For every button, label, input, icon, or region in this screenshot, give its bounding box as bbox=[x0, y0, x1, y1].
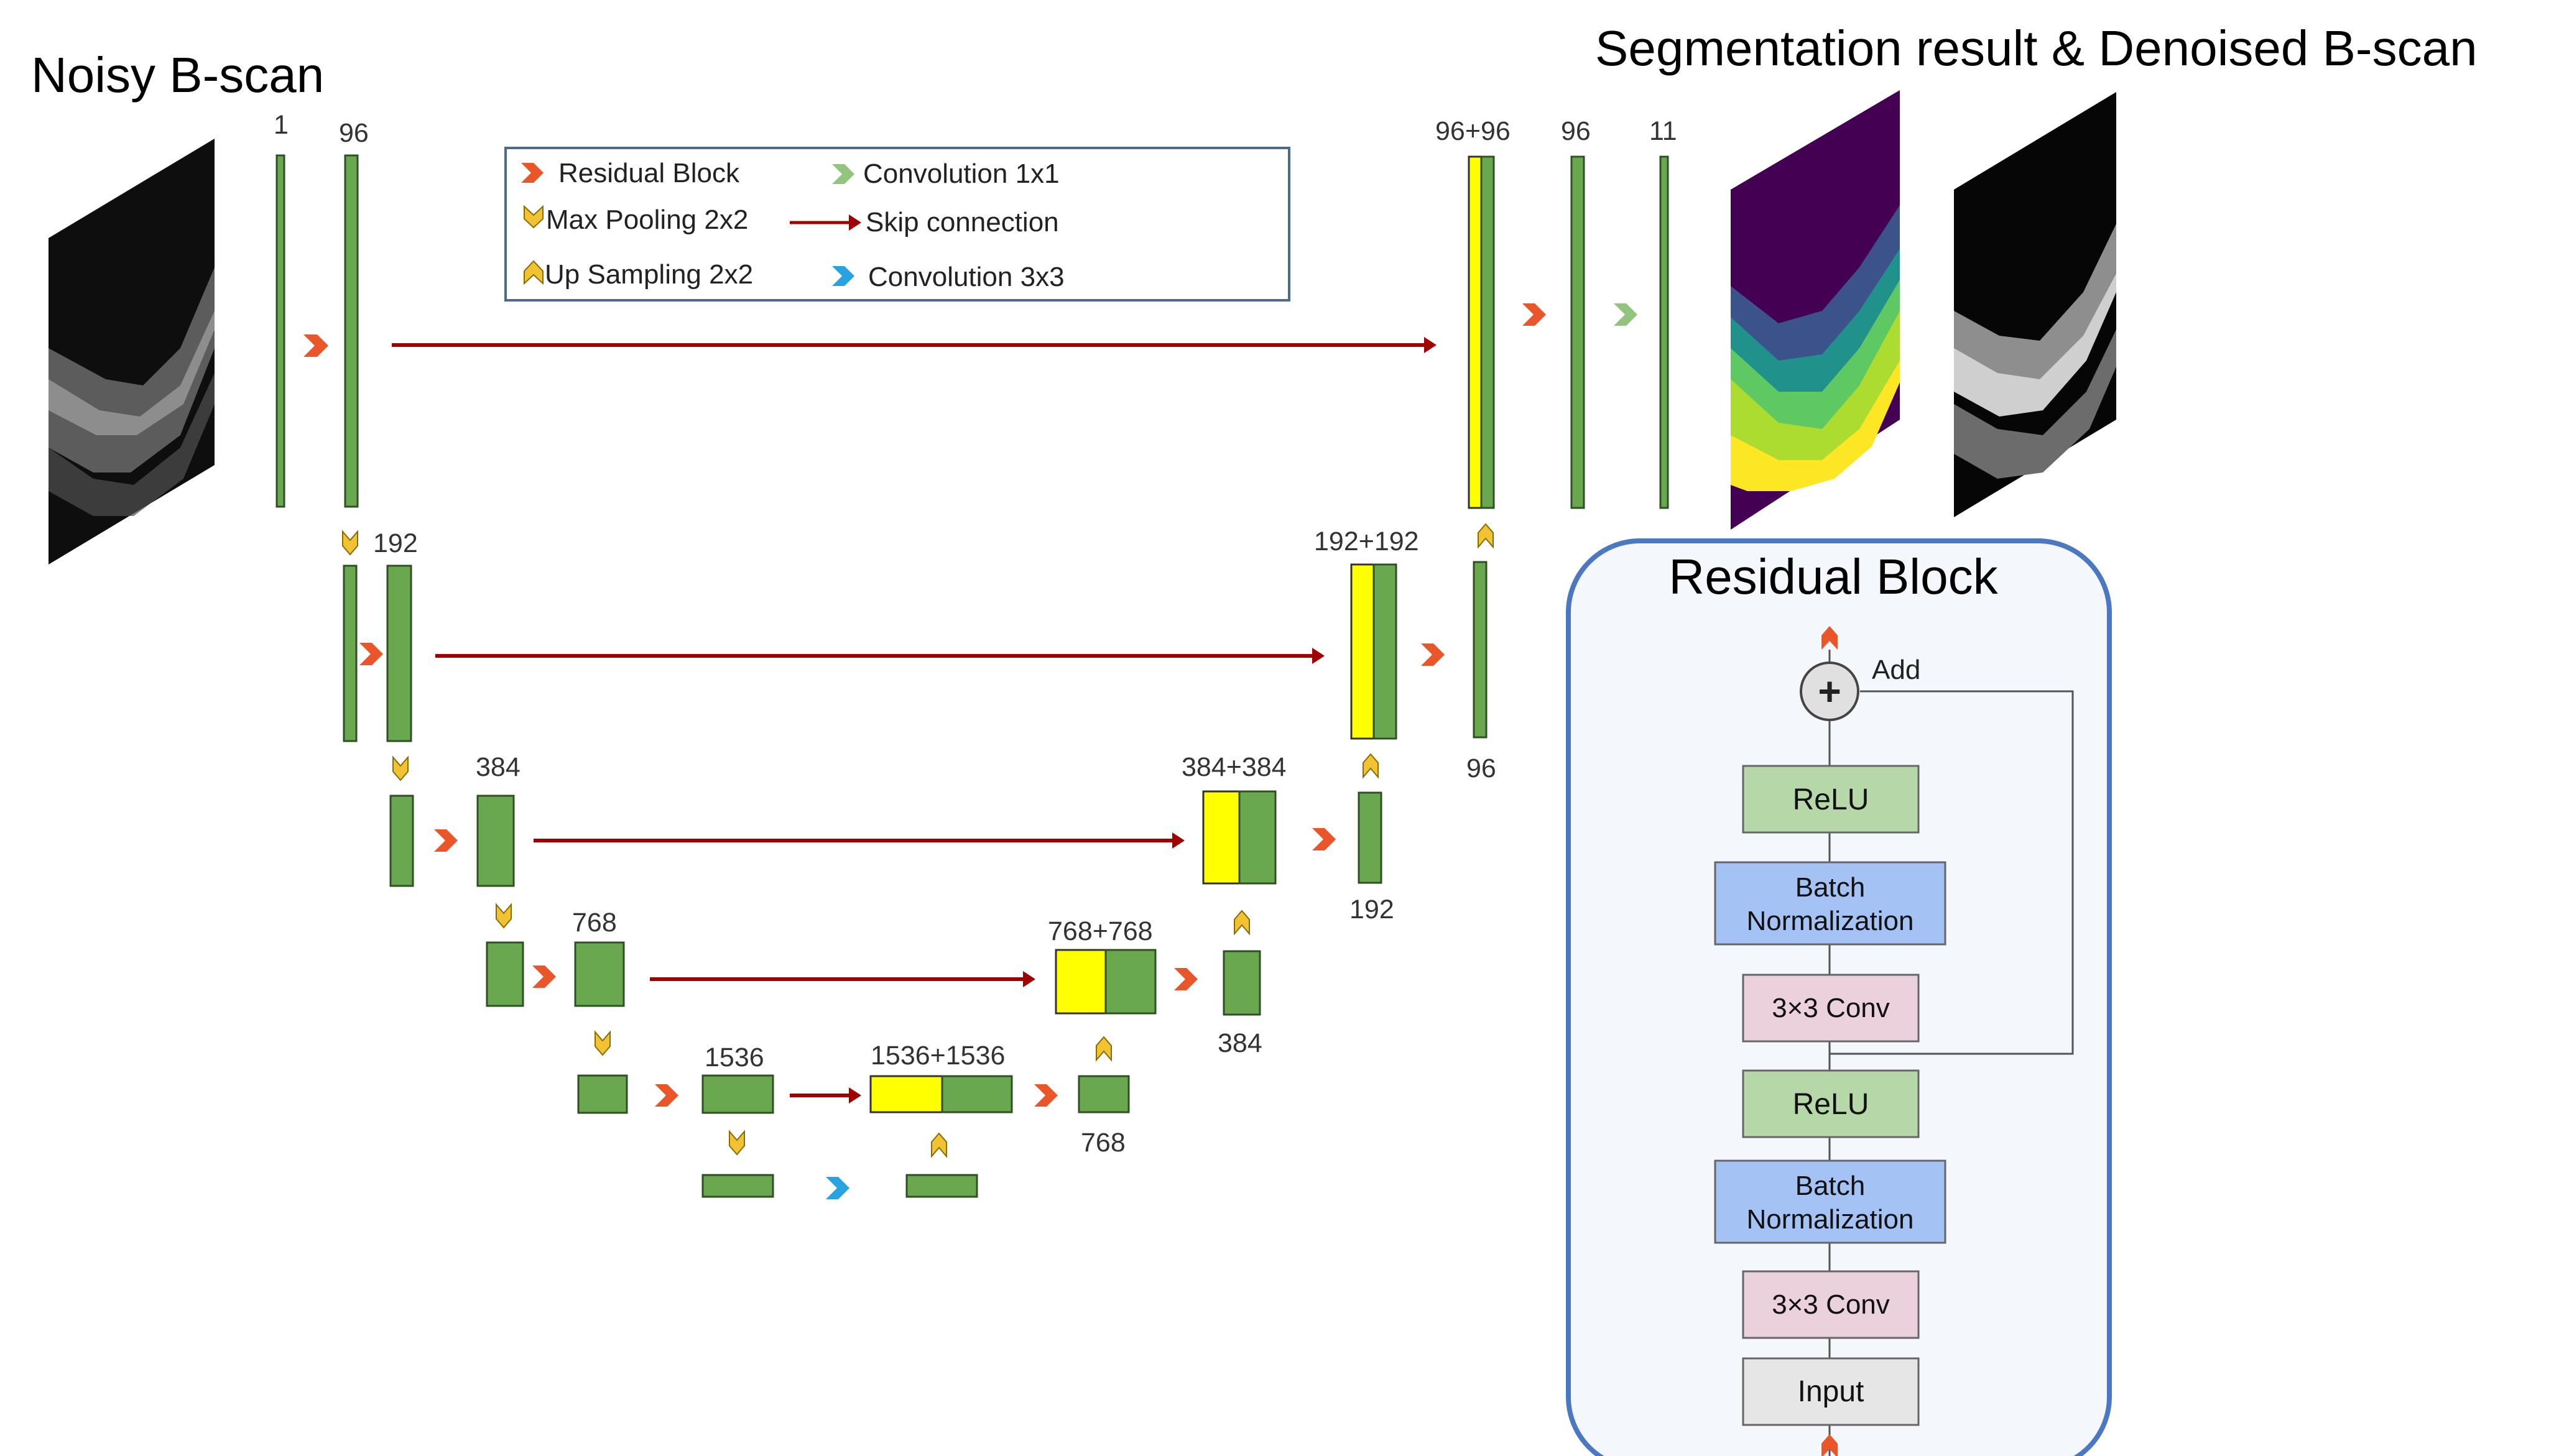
legend-conv1x1: Convolution 1x1 bbox=[863, 159, 1060, 189]
residual-input-arrow-icon bbox=[1821, 1434, 1838, 1456]
dec5-concat-label: 1536+1536 bbox=[871, 1041, 1005, 1071]
bn-2-label-line2: Normalization bbox=[1747, 1204, 1914, 1235]
residual-block-icon bbox=[1522, 303, 1546, 326]
enc3-label: 384 bbox=[476, 752, 521, 782]
dec2-out-label: 96 bbox=[1466, 753, 1496, 783]
residual-block-icon bbox=[521, 163, 544, 183]
max-pool-icon bbox=[392, 755, 409, 781]
denoised-bscan-image bbox=[1954, 92, 2116, 517]
residual-block-icon bbox=[303, 334, 328, 357]
residual-output-arrow-icon bbox=[1821, 626, 1838, 650]
max-pool-icon bbox=[595, 1030, 611, 1056]
dec5-out-label: 768 bbox=[1081, 1128, 1126, 1158]
final-out-label: 11 bbox=[1649, 116, 1677, 146]
legend-skip: Skip connection bbox=[866, 207, 1059, 237]
legend-max-pooling: Max Pooling 2x2 bbox=[546, 205, 748, 235]
add-label: Add bbox=[1872, 655, 1920, 685]
residual-block-icon bbox=[359, 643, 383, 665]
residual-block-icon bbox=[655, 1084, 678, 1107]
residual-block-panel: Residual Block + Add ReLU Batch Normaliz… bbox=[1566, 538, 2112, 1456]
up-sample-icon bbox=[1234, 910, 1250, 936]
encoder-level-2: 192 bbox=[342, 528, 1325, 742]
up-sample-icon bbox=[1478, 523, 1494, 549]
add-symbol: + bbox=[1818, 669, 1841, 714]
bn-1-label-line1: Batch bbox=[1795, 872, 1866, 903]
conv3x3-icon bbox=[832, 266, 854, 286]
encoder-level-5: 1536 bbox=[577, 1030, 978, 1199]
max-pool-icon bbox=[496, 903, 512, 929]
add-icon bbox=[1800, 661, 1859, 721]
conv1x1-icon bbox=[1614, 303, 1637, 326]
up-sample-icon bbox=[524, 260, 544, 285]
segmentation-result-image bbox=[1731, 90, 1900, 530]
input-label: Input bbox=[1798, 1375, 1864, 1408]
encoder-level-1: 1 96 bbox=[274, 110, 1437, 508]
legend-residual-block: Residual Block bbox=[558, 158, 740, 188]
max-pool-icon bbox=[524, 205, 544, 229]
residual-block-icon bbox=[1034, 1084, 1058, 1107]
dec1-out-label: 96 bbox=[1561, 116, 1591, 146]
legend-up-sampling: Up Sampling 2x2 bbox=[545, 259, 753, 290]
enc5-label: 1536 bbox=[705, 1043, 764, 1072]
conv-1-label: 3×3 Conv bbox=[1772, 993, 1890, 1023]
encoder-level-4: 768 bbox=[486, 903, 1035, 1007]
bn-1-label-line2: Normalization bbox=[1747, 906, 1914, 936]
residual-block-icon bbox=[434, 829, 458, 852]
residual-block-icon bbox=[1421, 643, 1445, 666]
enc2-label: 192 bbox=[373, 528, 418, 558]
dec1-concat-label: 96+96 bbox=[1435, 116, 1511, 146]
relu-2-label: ReLU bbox=[1793, 1088, 1869, 1121]
relu-1-label: ReLU bbox=[1793, 783, 1869, 816]
decoder-level-2: 192+192 96 bbox=[1314, 523, 1496, 783]
dec4-concat-label: 768+768 bbox=[1048, 916, 1153, 946]
bn-2-label-line1: Batch bbox=[1795, 1171, 1866, 1201]
output-title: Segmentation result & Denoised B-scan bbox=[1595, 21, 2478, 76]
up-sample-icon bbox=[931, 1132, 947, 1158]
up-sample-icon bbox=[1096, 1036, 1112, 1062]
conv1x1-icon bbox=[832, 164, 854, 184]
dec3-out-label: 192 bbox=[1349, 895, 1394, 924]
max-pool-icon bbox=[342, 530, 358, 556]
residual-block-title: Residual Block bbox=[1668, 549, 1998, 604]
decoder-level-1: 96+96 96 11 bbox=[1435, 116, 1677, 509]
decoder-level-3: 384+384 192 bbox=[1182, 752, 1394, 924]
residual-block-icon bbox=[532, 965, 556, 988]
skip-connection-icon bbox=[849, 214, 861, 231]
up-sample-icon bbox=[1363, 753, 1379, 779]
enc4-label: 768 bbox=[572, 908, 617, 938]
decoder-level-4: 768+768 384 bbox=[1048, 910, 1262, 1058]
legend: Residual Block Max Pooling 2x2 Up Sampli… bbox=[504, 147, 1290, 302]
enc1-out-label: 96 bbox=[339, 118, 369, 148]
legend-conv3x3: Convolution 3x3 bbox=[868, 262, 1065, 292]
dec3-concat-label: 384+384 bbox=[1182, 752, 1287, 782]
encoder-level-3: 384 bbox=[389, 752, 1185, 887]
max-pool-icon bbox=[729, 1130, 745, 1156]
dec4-out-label: 384 bbox=[1218, 1028, 1262, 1058]
enc1-in-label: 1 bbox=[274, 110, 289, 140]
conv3x3-icon bbox=[826, 1177, 849, 1199]
decoder-level-5: 1536+1536 768 bbox=[869, 1036, 1130, 1158]
dec2-concat-label: 192+192 bbox=[1314, 527, 1419, 556]
input-title: Noisy B-scan bbox=[31, 47, 324, 103]
noisy-bscan-image bbox=[49, 139, 215, 564]
residual-block-icon bbox=[1312, 828, 1336, 850]
residual-block-icon bbox=[1174, 968, 1198, 990]
conv-2-label: 3×3 Conv bbox=[1772, 1289, 1890, 1320]
